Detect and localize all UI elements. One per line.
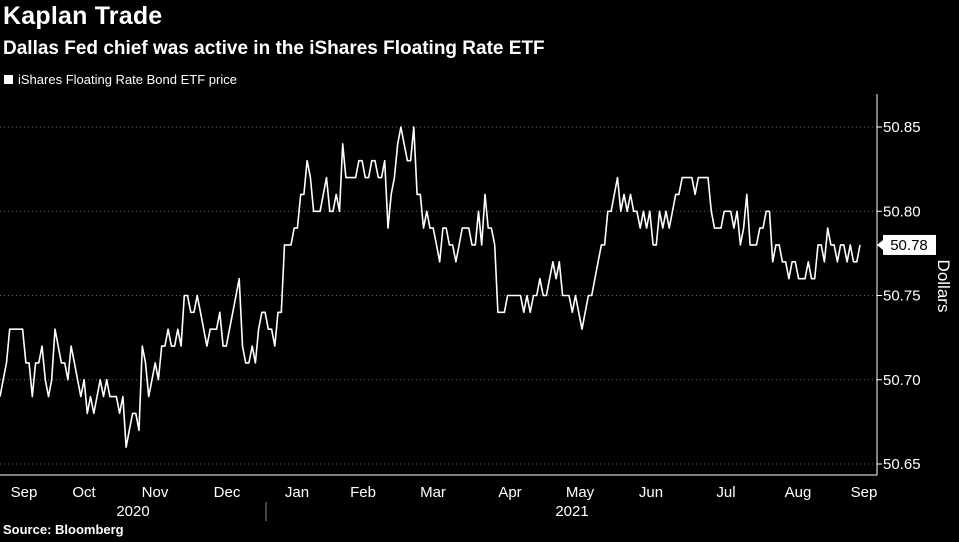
y-tick-label: 50.70 (883, 372, 921, 389)
legend-label: iShares Floating Rate Bond ETF price (18, 72, 237, 87)
x-tick-label: Dec (214, 484, 241, 501)
last-value-label: 50.78 (890, 237, 928, 254)
x-tick-label: Feb (350, 484, 376, 501)
x-tick-label: Sep (11, 484, 38, 501)
last-value-pointer (877, 239, 883, 250)
chart-title: Kaplan Trade (3, 2, 163, 30)
x-tick-label: Apr (498, 484, 521, 501)
x-tick-label: Jul (716, 484, 735, 501)
y-axis-title: Dollars (934, 260, 953, 313)
x-year-label: 2020 (116, 503, 149, 520)
last-value-badge (883, 234, 936, 255)
source-note: Source: Bloomberg (3, 522, 124, 537)
x-tick-label: Nov (142, 484, 169, 501)
chart-subtitle: Dallas Fed chief was active in the iShar… (3, 38, 545, 59)
x-tick-label: Sep (851, 484, 878, 501)
y-tick-label: 50.75 (883, 288, 921, 305)
x-tick-label: May (566, 484, 595, 501)
x-tick-label: Aug (785, 484, 812, 501)
legend-swatch (4, 75, 13, 84)
x-tick-label: Oct (72, 484, 96, 501)
legend: iShares Floating Rate Bond ETF price (4, 72, 237, 87)
x-tick-label: Jun (639, 484, 663, 501)
price-series-line (0, 126, 861, 449)
x-tick-label: Jan (285, 484, 309, 501)
y-tick-label: 50.65 (883, 456, 921, 473)
y-tick-label: 50.80 (883, 203, 921, 220)
x-tick-label: Mar (420, 484, 446, 501)
x-year-label: 2021 (555, 503, 588, 520)
y-tick-label: 50.85 (883, 119, 921, 136)
